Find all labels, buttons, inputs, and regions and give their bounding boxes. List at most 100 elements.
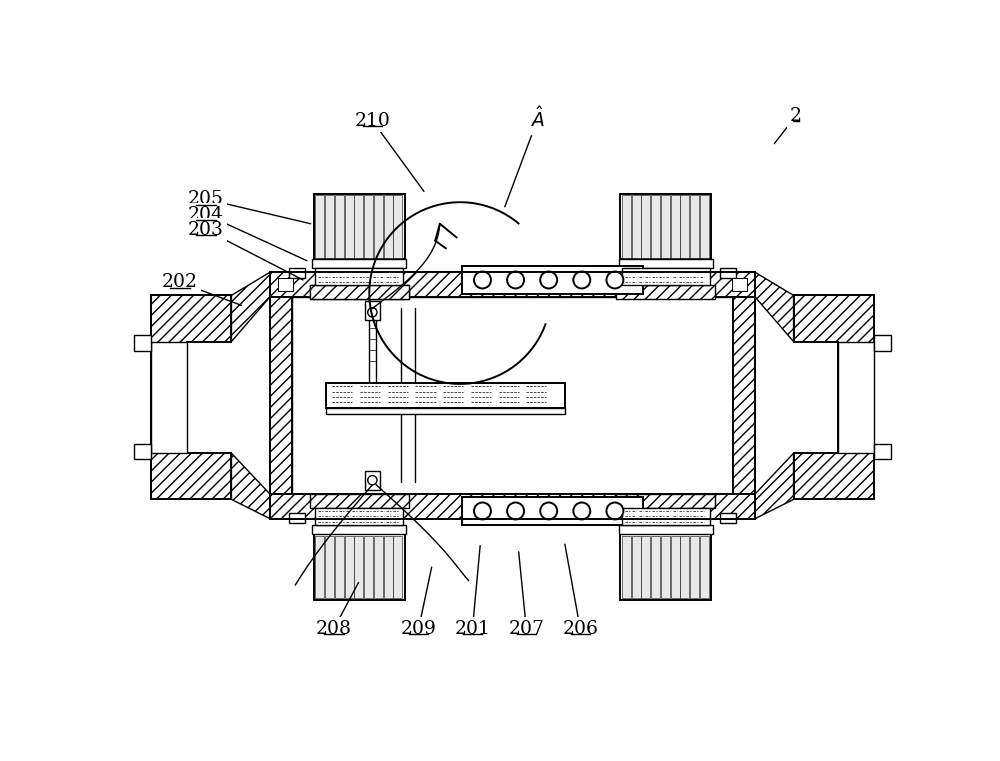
Polygon shape <box>794 295 874 499</box>
Bar <box>364 536 373 598</box>
Bar <box>671 536 680 598</box>
Bar <box>365 471 380 490</box>
Bar <box>619 525 713 534</box>
Bar <box>641 536 650 598</box>
Bar <box>384 536 393 598</box>
Circle shape <box>474 272 491 288</box>
Bar <box>345 196 354 258</box>
Text: 207: 207 <box>508 619 544 638</box>
Text: 204: 204 <box>188 205 224 224</box>
Bar <box>622 269 710 285</box>
Bar <box>720 513 736 523</box>
Bar <box>310 285 409 299</box>
Bar <box>151 342 187 454</box>
Bar <box>374 536 383 598</box>
Text: 2: 2 <box>790 107 802 125</box>
Bar <box>312 525 406 534</box>
Bar <box>325 536 334 598</box>
Bar <box>874 444 891 460</box>
Circle shape <box>606 272 623 288</box>
Bar <box>354 536 363 598</box>
Bar <box>289 513 305 523</box>
Bar <box>325 196 334 258</box>
Bar <box>312 260 406 269</box>
Bar <box>661 536 670 598</box>
Bar <box>270 494 755 519</box>
Bar <box>270 272 755 297</box>
Circle shape <box>507 502 524 520</box>
Bar <box>874 336 891 351</box>
Polygon shape <box>231 272 270 342</box>
Bar <box>616 494 715 508</box>
Bar <box>622 536 631 598</box>
Bar <box>314 194 405 260</box>
Bar <box>270 297 292 494</box>
Bar <box>393 536 402 598</box>
Text: 203: 203 <box>188 221 224 239</box>
Bar <box>292 297 733 494</box>
Bar <box>620 194 711 260</box>
Bar <box>310 494 409 508</box>
Bar <box>700 196 709 258</box>
Bar <box>335 536 344 598</box>
Polygon shape <box>231 454 270 519</box>
Bar <box>365 301 380 320</box>
Bar <box>632 536 641 598</box>
Bar <box>315 269 403 285</box>
Bar <box>326 408 565 414</box>
Circle shape <box>368 476 377 485</box>
Bar <box>838 342 874 454</box>
Circle shape <box>573 502 590 520</box>
Bar <box>315 508 403 525</box>
Bar <box>661 196 670 258</box>
Text: 209: 209 <box>401 619 436 638</box>
Bar <box>345 536 354 598</box>
Polygon shape <box>151 295 231 499</box>
Bar <box>632 196 641 258</box>
Bar <box>384 196 393 258</box>
Polygon shape <box>755 272 794 342</box>
Bar <box>733 297 755 494</box>
Bar <box>651 196 660 258</box>
Circle shape <box>368 307 377 317</box>
Bar <box>354 196 363 258</box>
Polygon shape <box>310 285 409 299</box>
Circle shape <box>606 502 623 520</box>
Bar <box>393 196 402 258</box>
Text: 201: 201 <box>455 619 490 638</box>
Bar <box>364 196 373 258</box>
Circle shape <box>573 272 590 288</box>
Bar <box>651 536 660 598</box>
Bar <box>326 383 565 408</box>
Circle shape <box>507 272 524 288</box>
Bar <box>374 196 383 258</box>
Bar <box>616 285 715 299</box>
Bar <box>314 534 405 600</box>
Bar <box>134 444 151 460</box>
Text: 202: 202 <box>162 273 198 291</box>
Bar <box>134 336 151 351</box>
Bar <box>641 196 650 258</box>
Bar <box>732 279 747 291</box>
Text: $\hat{A}$: $\hat{A}$ <box>530 106 544 131</box>
Bar <box>671 196 680 258</box>
Bar <box>289 269 305 278</box>
Bar <box>270 272 755 519</box>
Text: 208: 208 <box>316 619 352 638</box>
Bar <box>315 196 324 258</box>
Bar <box>680 196 689 258</box>
Bar <box>720 269 736 278</box>
Circle shape <box>540 502 557 520</box>
Bar <box>690 536 699 598</box>
Bar <box>619 260 713 269</box>
Polygon shape <box>755 454 794 519</box>
Bar <box>622 196 631 258</box>
Bar <box>278 279 293 291</box>
Bar <box>620 534 711 600</box>
Circle shape <box>474 502 491 520</box>
Text: 206: 206 <box>562 619 598 638</box>
Bar <box>700 536 709 598</box>
Text: A: A <box>530 112 544 129</box>
Bar <box>622 508 710 525</box>
Bar <box>462 266 643 294</box>
